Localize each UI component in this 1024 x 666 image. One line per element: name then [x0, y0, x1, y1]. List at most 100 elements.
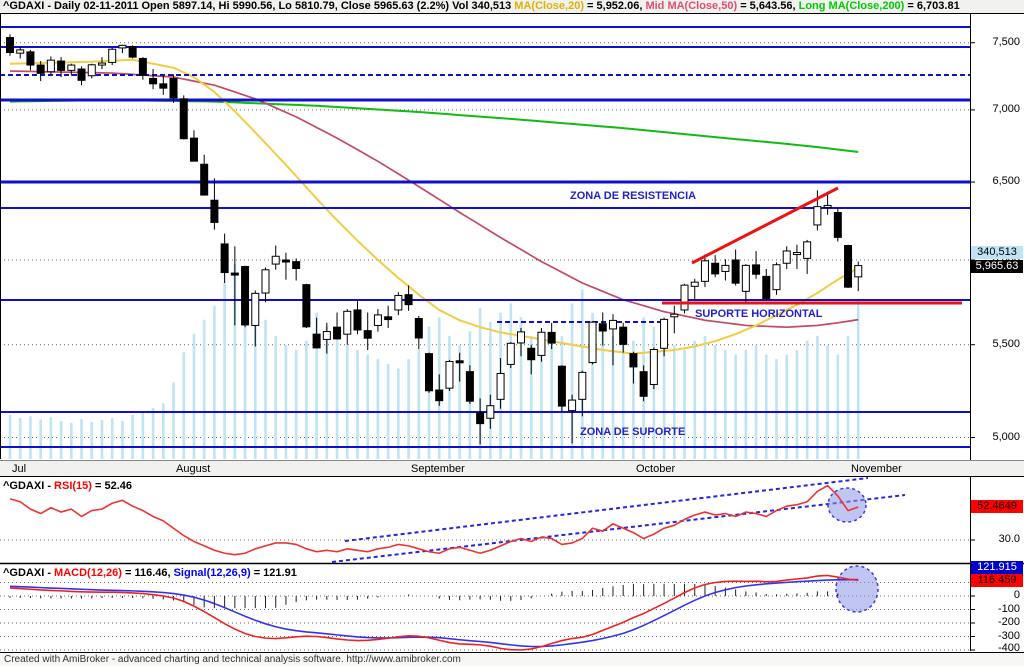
candle-body[interactable]: [26, 51, 35, 66]
candle-body[interactable]: [598, 323, 607, 332]
rsi-title-symbol: ^GDAXI -: [3, 480, 55, 492]
candle-body[interactable]: [230, 272, 239, 276]
candle-body[interactable]: [772, 264, 781, 291]
candle-body[interactable]: [649, 349, 658, 385]
title-ohlc-text: ^GDAXI - Daily 02-11-2011 Open 5897.14, …: [3, 0, 515, 12]
month-label-october: October: [636, 463, 676, 475]
candle-body[interactable]: [425, 353, 434, 392]
candle-body[interactable]: [179, 98, 188, 140]
candle-body[interactable]: [343, 310, 352, 335]
candle-body[interactable]: [210, 199, 219, 223]
candle-body[interactable]: [281, 259, 290, 263]
candle-body[interactable]: [261, 269, 270, 294]
rsi-highlight-ellipse[interactable]: [827, 487, 867, 523]
candle-body[interactable]: [486, 405, 495, 419]
candle-body[interactable]: [67, 64, 76, 71]
annotation-support-zone: ZONA DE SUPORTE: [580, 426, 686, 438]
candle-body[interactable]: [517, 331, 525, 344]
candle-body[interactable]: [762, 275, 771, 300]
candle-body[interactable]: [373, 314, 382, 326]
candle-body[interactable]: [271, 255, 280, 265]
candle-body[interactable]: [128, 46, 137, 58]
candle-body[interactable]: [118, 44, 127, 49]
candle-body[interactable]: [455, 360, 464, 364]
candle-body[interactable]: [506, 342, 515, 365]
candle-body[interactable]: [639, 371, 648, 397]
candle-body[interactable]: [302, 284, 311, 328]
candle-body[interactable]: [16, 49, 25, 54]
candle-body[interactable]: [690, 281, 699, 287]
macd-tick--200: -200: [997, 616, 1020, 628]
candle-body[interactable]: [476, 412, 485, 425]
price-tick-5000: 5,000: [992, 431, 1020, 443]
candle-body[interactable]: [251, 292, 260, 326]
candle-body[interactable]: [833, 211, 842, 238]
candle-body[interactable]: [159, 83, 168, 89]
candle-body[interactable]: [57, 60, 66, 71]
candle-body[interactable]: [680, 284, 689, 311]
candle-body[interactable]: [36, 64, 45, 74]
macd-line: [9, 574, 859, 651]
rsi-channel-upper-line[interactable]: [344, 477, 869, 542]
candle-body[interactable]: [792, 252, 801, 256]
candle-body[interactable]: [292, 261, 301, 269]
rsi-channel-lower-line[interactable]: [331, 494, 906, 563]
candle-body[interactable]: [496, 372, 505, 400]
candle-body[interactable]: [741, 264, 750, 292]
candle-body[interactable]: [435, 389, 444, 402]
candle-body[interactable]: [200, 163, 209, 196]
candle-body[interactable]: [588, 321, 597, 364]
date-axis-strip[interactable]: Jul August September October November: [0, 460, 1024, 477]
candle-body[interactable]: [46, 59, 55, 73]
candle-body[interactable]: [149, 77, 158, 85]
candle-body[interactable]: [333, 326, 342, 340]
candle-body[interactable]: [670, 313, 679, 318]
candle-body[interactable]: [547, 331, 556, 344]
candle-body[interactable]: [823, 204, 832, 208]
candle-body[interactable]: [537, 331, 546, 356]
candle-body[interactable]: [169, 77, 178, 99]
candle-body[interactable]: [782, 250, 791, 264]
candle-body[interactable]: [465, 371, 474, 402]
candle-body[interactable]: [312, 333, 321, 349]
candle-body[interactable]: [608, 319, 617, 330]
red-trendline[interactable]: [691, 186, 839, 265]
candle-body[interactable]: [138, 57, 147, 76]
candle-body[interactable]: [394, 295, 403, 311]
candle-body[interactable]: [711, 262, 720, 275]
candle-body[interactable]: [445, 361, 454, 389]
candle-body[interactable]: [731, 259, 740, 284]
candle-body[interactable]: [404, 294, 413, 306]
candle-body[interactable]: [77, 68, 86, 81]
candle-body[interactable]: [6, 37, 14, 54]
candle-body[interactable]: [241, 266, 250, 326]
macd-highlight-ellipse[interactable]: [835, 565, 879, 613]
month-label-november: November: [851, 463, 902, 475]
candle-body[interactable]: [752, 264, 761, 275]
candle-body[interactable]: [721, 264, 730, 272]
candle-body[interactable]: [557, 365, 566, 407]
candle-body[interactable]: [629, 353, 638, 368]
candle-body[interactable]: [353, 309, 362, 331]
candle-body[interactable]: [363, 330, 372, 339]
candle-body[interactable]: [568, 399, 577, 412]
candle-body[interactable]: [619, 326, 628, 345]
candle-body[interactable]: [803, 241, 812, 259]
candle-body[interactable]: [87, 64, 96, 77]
candle-body[interactable]: [854, 265, 863, 278]
candle-body[interactable]: [527, 347, 536, 361]
candle-body[interactable]: [189, 137, 198, 162]
candle-body[interactable]: [813, 206, 822, 226]
candle-body[interactable]: [97, 62, 106, 66]
candle-body[interactable]: [578, 371, 587, 400]
candle-body[interactable]: [414, 318, 423, 339]
candle-body[interactable]: [844, 245, 853, 288]
candle-body[interactable]: [220, 243, 229, 274]
candle-body[interactable]: [322, 331, 331, 340]
candle-body[interactable]: [660, 318, 669, 349]
candle-body[interactable]: [384, 316, 393, 321]
candle-body[interactable]: [108, 48, 117, 63]
candle-body[interactable]: [700, 260, 709, 282]
